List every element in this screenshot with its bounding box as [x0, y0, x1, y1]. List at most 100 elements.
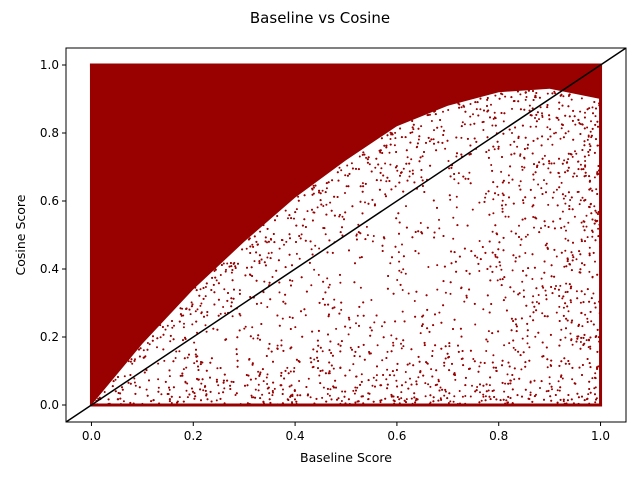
dense-upper-region [91, 65, 601, 405]
scatter-point [448, 167, 451, 170]
scatter-point [320, 203, 323, 206]
scatter-point [355, 322, 357, 325]
scatter-point [171, 320, 173, 322]
scatter-point [574, 150, 576, 153]
scatter-point [176, 400, 179, 403]
scatter-point [586, 138, 589, 141]
scatter-point [533, 379, 536, 382]
scatter-point [386, 176, 389, 179]
scatter-point [484, 251, 487, 254]
scatter-point [411, 172, 414, 175]
scatter-point [217, 392, 220, 395]
scatter-point [517, 350, 520, 353]
scatter-point [593, 151, 596, 154]
scatter-point [262, 380, 265, 383]
scatter-point [519, 180, 522, 183]
scatter-point [436, 288, 439, 291]
scatter-point [529, 315, 532, 318]
scatter-point [434, 384, 437, 387]
scatter-point [577, 402, 580, 405]
scatter-point [553, 248, 556, 251]
scatter-point [492, 198, 495, 201]
scatter-point [186, 382, 189, 385]
scatter-point [583, 333, 586, 336]
scatter-point [386, 134, 389, 137]
scatter-point [419, 156, 422, 159]
scatter-point [204, 385, 207, 388]
scatter-point [196, 377, 198, 380]
scatter-point [185, 308, 188, 310]
scatter-point [344, 211, 347, 214]
scatter-point [597, 125, 599, 128]
scatter-point [566, 290, 569, 293]
scatter-point [194, 353, 197, 356]
scatter-point [568, 205, 571, 207]
scatter-point [590, 120, 592, 123]
scatter-point [204, 286, 207, 288]
scatter-point [598, 340, 601, 343]
scatter-point [557, 288, 560, 291]
scatter-point [258, 262, 261, 265]
scatter-point [587, 154, 590, 157]
scatter-point [444, 390, 447, 393]
scatter-point [401, 243, 403, 246]
scatter-point [309, 357, 312, 360]
scatter-point [531, 400, 534, 403]
scatter-point [522, 351, 525, 354]
scatter-point [482, 308, 485, 311]
scatter-point [505, 309, 508, 312]
scatter-point [231, 315, 234, 318]
scatter-point [504, 215, 507, 218]
scatter-point [271, 276, 274, 278]
scatter-point [562, 295, 565, 298]
scatter-point [289, 279, 291, 282]
scatter-point [559, 217, 562, 220]
scatter-point [311, 219, 314, 222]
scatter-point [338, 312, 341, 315]
scatter-point [580, 290, 583, 293]
scatter-point [291, 395, 294, 397]
scatter-point [475, 389, 478, 392]
scatter-point [129, 360, 132, 363]
plot-frame [65, 47, 627, 423]
scatter-point [543, 260, 546, 263]
scatter-point [395, 379, 398, 382]
scatter-point [504, 95, 507, 98]
scatter-point [199, 388, 202, 391]
scatter-point [584, 165, 587, 168]
scatter-point [379, 399, 382, 402]
scatter-point [594, 123, 597, 126]
scatter-point [521, 337, 524, 340]
scatter-point [531, 107, 534, 110]
scatter-point [522, 269, 524, 272]
scatter-point [354, 262, 356, 265]
scatter-point [547, 167, 550, 170]
scatter-point [319, 199, 322, 202]
scatter-point [527, 267, 530, 270]
scatter-point [394, 131, 397, 134]
scatter-point [541, 112, 543, 115]
scatter-point [450, 262, 453, 265]
scatter-point [568, 93, 571, 96]
scatter-point [565, 317, 568, 320]
scatter-point [475, 403, 478, 406]
scatter-point [527, 397, 530, 400]
scatter-point [327, 303, 330, 306]
scatter-point [235, 353, 238, 356]
scatter-point [223, 387, 226, 390]
scatter-point [446, 352, 449, 355]
scatter-point [258, 373, 261, 376]
scatter-point [406, 363, 409, 366]
scatter-point [416, 403, 419, 406]
scatter-point [512, 290, 515, 293]
scatter-point [452, 400, 455, 403]
scatter-point [360, 256, 363, 259]
scatter-point [429, 394, 432, 397]
scatter-point [368, 351, 371, 353]
scatter-point [393, 400, 396, 403]
scatter-point [298, 380, 301, 382]
scatter-point [366, 234, 369, 237]
scatter-point [180, 374, 183, 377]
scatter-point [590, 212, 593, 215]
scatter-point [595, 188, 598, 191]
